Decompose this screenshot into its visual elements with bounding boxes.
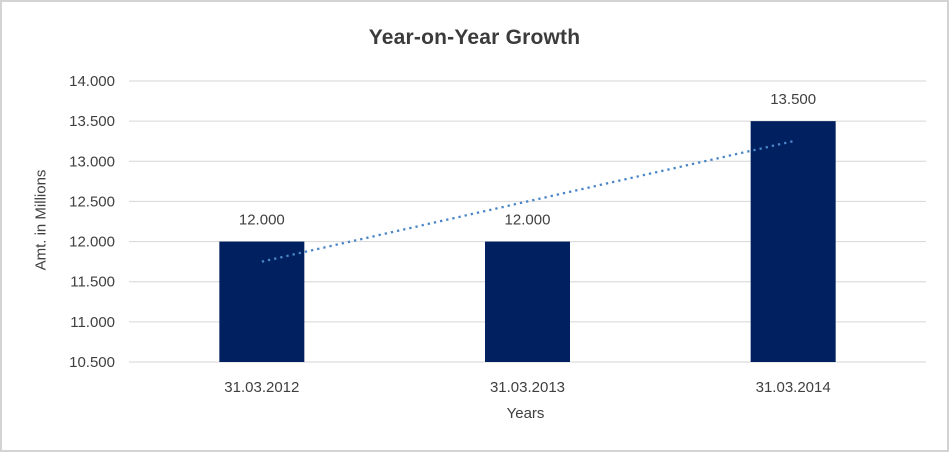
y-tick-label: 13.000 bbox=[69, 153, 115, 170]
y-tick-label: 13.500 bbox=[69, 113, 115, 130]
y-tick-label: 14.000 bbox=[69, 73, 115, 90]
bar bbox=[485, 241, 570, 362]
bar bbox=[750, 121, 836, 363]
trendline bbox=[261, 140, 794, 263]
y-tick-label: 12.500 bbox=[69, 193, 115, 210]
x-category-label: 31.03.2013 bbox=[490, 379, 565, 396]
bar-data-label: 12.000 bbox=[239, 212, 285, 229]
y-tick-label: 10.500 bbox=[69, 354, 115, 371]
x-category-label: 31.03.2012 bbox=[224, 379, 299, 396]
x-category-label: 31.03.2014 bbox=[756, 379, 831, 396]
x-axis-title: Years bbox=[506, 405, 545, 422]
bar bbox=[219, 241, 305, 362]
y-tick-label: 11.000 bbox=[70, 314, 115, 331]
y-tick-label: 12.000 bbox=[69, 234, 115, 251]
y-tick-label: 11.500 bbox=[70, 274, 115, 291]
bar-data-label: 12.000 bbox=[505, 212, 551, 229]
chart-title: Year-on-Year Growth bbox=[368, 26, 581, 49]
bar-data-label: 13.500 bbox=[770, 91, 816, 108]
